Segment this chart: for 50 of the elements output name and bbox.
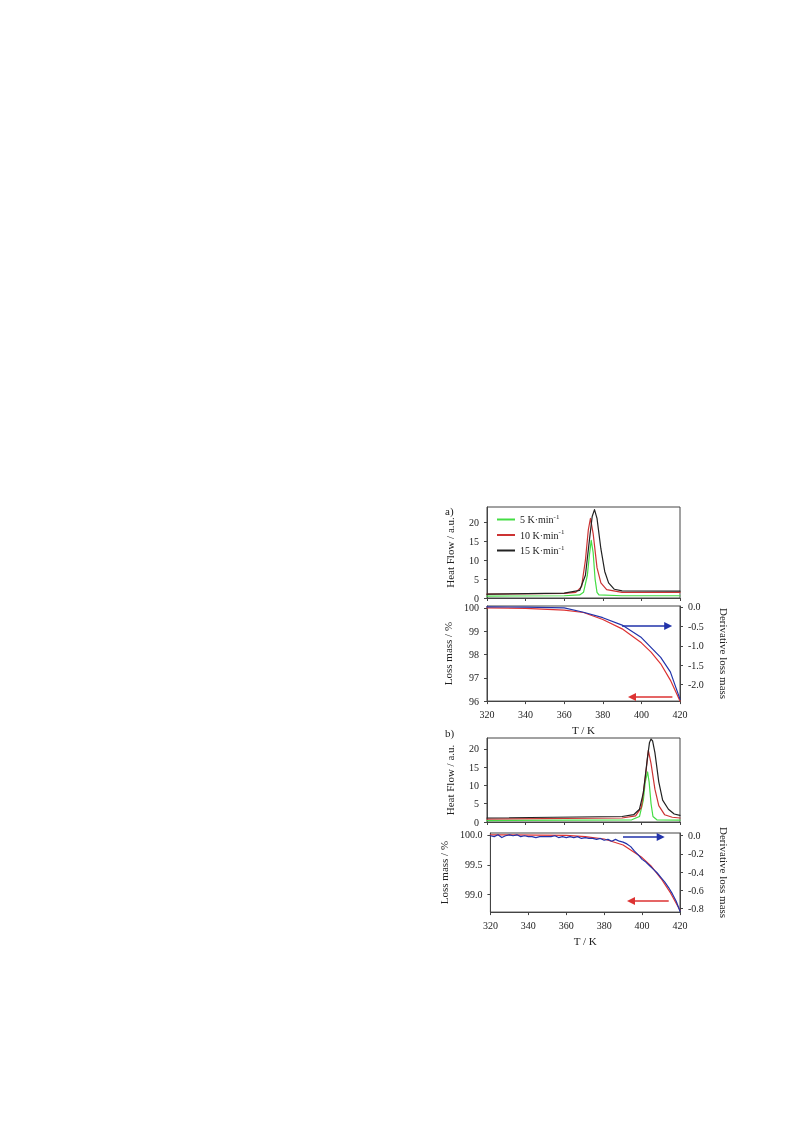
x-tick-label: 380 (595, 708, 611, 720)
chart-title: a) (445, 504, 454, 518)
y-tick-label: 98 (469, 648, 479, 660)
y2-tick-label: -0.8 (688, 902, 704, 914)
x-tick-label: 360 (556, 708, 572, 720)
y2-tick-label: -0.2 (688, 848, 704, 860)
y-tick-label: 0 (474, 816, 479, 828)
y-tick-label: 5 (474, 798, 479, 810)
x-tick-label: 320 (482, 919, 498, 931)
x-tick-label: 400 (634, 919, 650, 931)
y-axis-title: Heat Flow / a.u. (443, 516, 456, 588)
y-axis-title: Heat Flow / a.u. (443, 744, 456, 816)
y2-tick-label: -0.5 (688, 620, 704, 632)
x-tick-label: 320 (479, 708, 495, 720)
y-tick-label: 99.0 (464, 889, 483, 901)
y-axis-title: Loss mass / % (437, 840, 450, 905)
y2-tick-label: 0.0 (688, 601, 701, 613)
x-tick-label: 340 (520, 919, 536, 931)
y-tick-label: 10 (469, 779, 479, 791)
y-tick-label: 99.5 (464, 859, 483, 871)
x-axis-title: T / K (571, 723, 596, 736)
y-tick-label: 99 (469, 625, 479, 637)
x-tick-label: 420 (672, 708, 688, 720)
y-tick-label: 15 (469, 535, 479, 547)
y2-tick-label: -1.0 (688, 640, 704, 652)
y2-axis-title: Derivative loss mass (717, 608, 730, 700)
y-tick-label: 20 (469, 743, 479, 755)
y-tick-label: 96 (469, 695, 479, 707)
y2-tick-label: -0.6 (688, 884, 704, 896)
x-tick-label: 380 (596, 919, 612, 931)
y-axis-title: Loss mass / % (441, 621, 454, 686)
y2-axis-title: Derivative loss mass (717, 827, 730, 919)
x-tick-label: 400 (633, 708, 649, 720)
y-tick-label: 0 (474, 592, 479, 604)
x-tick-label: 420 (672, 919, 688, 931)
y2-tick-label: -1.5 (688, 659, 704, 671)
x-axis-title: T / K (573, 934, 597, 947)
x-tick-label: 360 (558, 919, 574, 931)
y-tick-label: 100.0 (459, 829, 483, 841)
y-tick-label: 97 (469, 672, 479, 684)
y-tick-label: 15 (469, 761, 479, 773)
y-tick-label: 100 (464, 602, 479, 614)
chart-title: b) (445, 726, 455, 740)
y2-tick-label: -2.0 (688, 679, 704, 691)
y-tick-label: 5 (474, 573, 479, 585)
y-tick-label: 10 (469, 554, 479, 566)
y-tick-label: 20 (469, 516, 479, 528)
y2-tick-label: -0.4 (688, 866, 704, 878)
x-tick-label: 340 (518, 708, 534, 720)
y2-tick-label: 0.0 (688, 830, 701, 842)
